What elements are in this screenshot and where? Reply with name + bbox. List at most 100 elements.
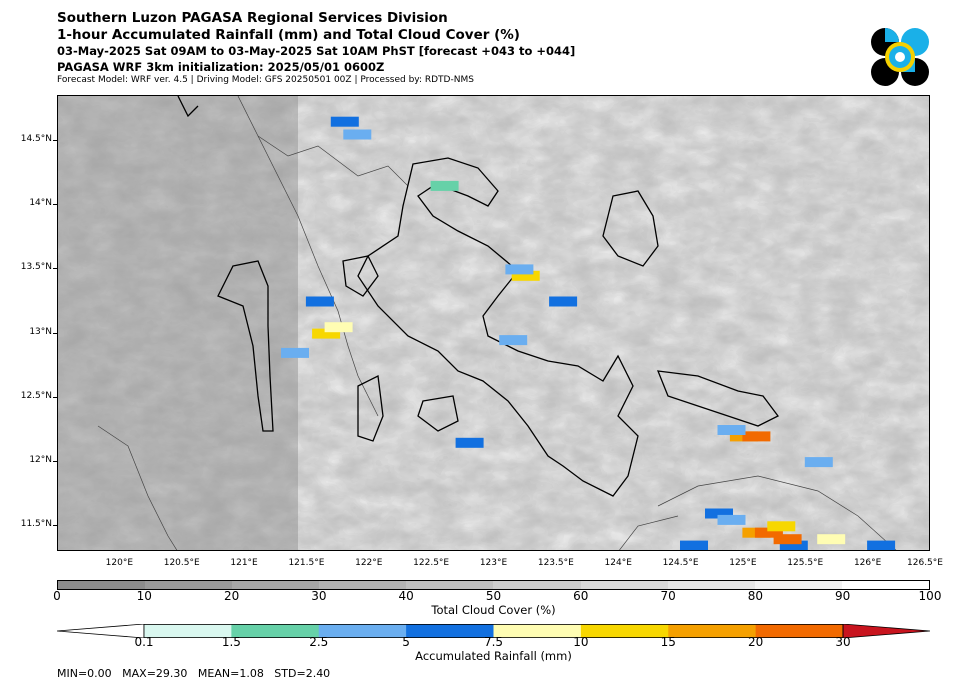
rain-cell	[455, 437, 484, 448]
rain-cell	[430, 180, 459, 191]
x-tick-label: 123°E	[479, 558, 508, 568]
rain-cell	[779, 540, 808, 550]
rain-cell	[312, 328, 341, 339]
cloud-colorbar-segment	[58, 581, 146, 589]
rain-cell	[330, 116, 359, 127]
rain-colorbar-segment	[231, 624, 320, 638]
cloud-colorbar-tick: 70	[660, 589, 676, 603]
cloud-colorbar-tick: 30	[311, 589, 327, 603]
cloud-dark-west	[58, 96, 298, 550]
rain-colorbar-outline	[143, 624, 844, 638]
rain-cell	[817, 534, 846, 545]
y-tick-label: 13°N	[29, 326, 52, 337]
rain-colorbar-title: Accumulated Rainfall (mm)	[415, 649, 572, 663]
x-tick-label: 124°E	[604, 558, 632, 568]
cloud-colorbar-tick: 90	[835, 589, 851, 603]
y-tick-mark	[53, 268, 57, 270]
rain-cell	[499, 335, 528, 346]
y-tick-label: 12°N	[29, 455, 52, 466]
title-product: 1-hour Accumulated Rainfall (mm) and Tot…	[57, 27, 520, 43]
rain-colorbar-tick: 7.5	[483, 635, 504, 649]
y-tick-mark	[53, 461, 57, 463]
rain-colorbar-tick: 30	[835, 635, 851, 649]
rain-colorbar-segment	[668, 624, 757, 638]
cloud-colorbar-tick: 60	[573, 589, 589, 603]
rain-colorbar-segment	[144, 624, 232, 638]
x-tick-label: 122°E	[355, 558, 383, 568]
y-tick-mark	[53, 525, 57, 527]
cloud-colorbar-tick: 80	[747, 589, 764, 603]
y-tick-label: 14°N	[29, 198, 52, 209]
cloud-colorbar-segment	[841, 581, 929, 589]
rain-colorbar-tick: 20	[747, 635, 764, 649]
rain-colorbar-segment	[318, 624, 407, 638]
cloud-colorbar-title: Total Cloud Cover (%)	[431, 603, 556, 617]
y-tick-mark	[53, 396, 57, 398]
cloud-colorbar-segment	[580, 581, 668, 589]
title-model-info: Forecast Model: WRF ver. 4.5 | Driving M…	[57, 75, 474, 85]
map-canvas	[58, 96, 929, 550]
rain-colorbar-segment	[755, 624, 844, 638]
y-tick-mark	[53, 139, 57, 141]
rain-colorbar-tick: 10	[573, 635, 589, 649]
rain-colorbar-segment	[406, 624, 494, 638]
y-tick-label: 14.5°N	[20, 133, 52, 144]
title-valid-time: 03-May-2025 Sat 09AM to 03-May-2025 Sat …	[57, 44, 576, 58]
rain-colorbar	[57, 624, 930, 638]
x-tick-label: 126°E	[853, 558, 882, 568]
y-tick-label: 12.5°N	[20, 390, 52, 401]
rain-cell	[343, 129, 372, 140]
cloud-colorbar-segment	[232, 581, 320, 589]
rain-cell	[305, 296, 334, 307]
rain-cell	[511, 270, 540, 281]
rain-cell	[324, 322, 353, 333]
rain-cell	[680, 540, 708, 550]
cloud-colorbar-segment	[319, 581, 407, 589]
cloud-colorbar-tick: 20	[223, 589, 240, 603]
rain-colorbar-tick: 1.5	[221, 635, 241, 649]
y-tick-label: 11.5°N	[20, 519, 52, 530]
rain-cell	[281, 347, 309, 358]
y-tick-label: 13.5°N	[20, 262, 52, 273]
rainfall-statistics: MIN=0.00 MAX=29.30 MEAN=1.08 STD=2.40	[57, 667, 331, 680]
cloud-colorbar-segment	[667, 581, 755, 589]
rain-colorbar-tick: 15	[660, 635, 676, 649]
region-boundary	[177, 96, 779, 497]
y-tick-mark	[53, 332, 57, 334]
pagasa-logo-icon	[871, 28, 929, 86]
rain-cell	[705, 508, 733, 519]
x-tick-label: 125°E	[729, 558, 757, 568]
x-tick-label: 126.5°E	[907, 558, 943, 568]
rain-colorbar-tick: 0.1	[134, 635, 154, 649]
x-tick-label: 121°E	[230, 558, 258, 568]
rain-cell	[773, 534, 802, 545]
x-tick-label: 121.5°E	[288, 558, 325, 568]
rain-cell	[717, 425, 746, 435]
rain-cell	[754, 527, 783, 538]
coastlines	[97, 96, 897, 550]
cloud-colorbar	[57, 580, 930, 590]
x-tick-label: 123.5°E	[537, 558, 574, 568]
cloud-colorbar-tick: 0	[53, 589, 61, 603]
rain-cell	[767, 521, 796, 532]
title-initialization: PAGASA WRF 3km initialization: 2025/05/0…	[57, 60, 385, 74]
rain-colorbar-segment	[580, 624, 669, 638]
cloud-cover-field	[58, 96, 929, 550]
cloud-colorbar-tick: 40	[398, 589, 414, 603]
rain-colorbar-tick: 2.5	[309, 635, 329, 649]
cloud-colorbar-tick: 50	[485, 589, 502, 603]
rainfall-cloud-map	[57, 95, 930, 551]
x-tick-label: 120.5°E	[163, 558, 200, 568]
rain-cell	[742, 431, 771, 442]
rainfall-layer	[281, 116, 896, 550]
rain-cell	[717, 514, 746, 525]
rain-cell	[549, 296, 578, 307]
x-tick-label: 120°E	[105, 558, 134, 568]
x-tick-label: 125.5°E	[787, 558, 824, 568]
y-tick-mark	[53, 204, 57, 206]
cloud-colorbar-tick: 10	[136, 589, 152, 603]
x-tick-label: 122.5°E	[413, 558, 450, 568]
cloud-colorbar-tick: 100	[918, 589, 942, 603]
cloud-colorbar-segment	[493, 581, 581, 589]
rain-colorbar-tick: 5	[402, 635, 410, 649]
